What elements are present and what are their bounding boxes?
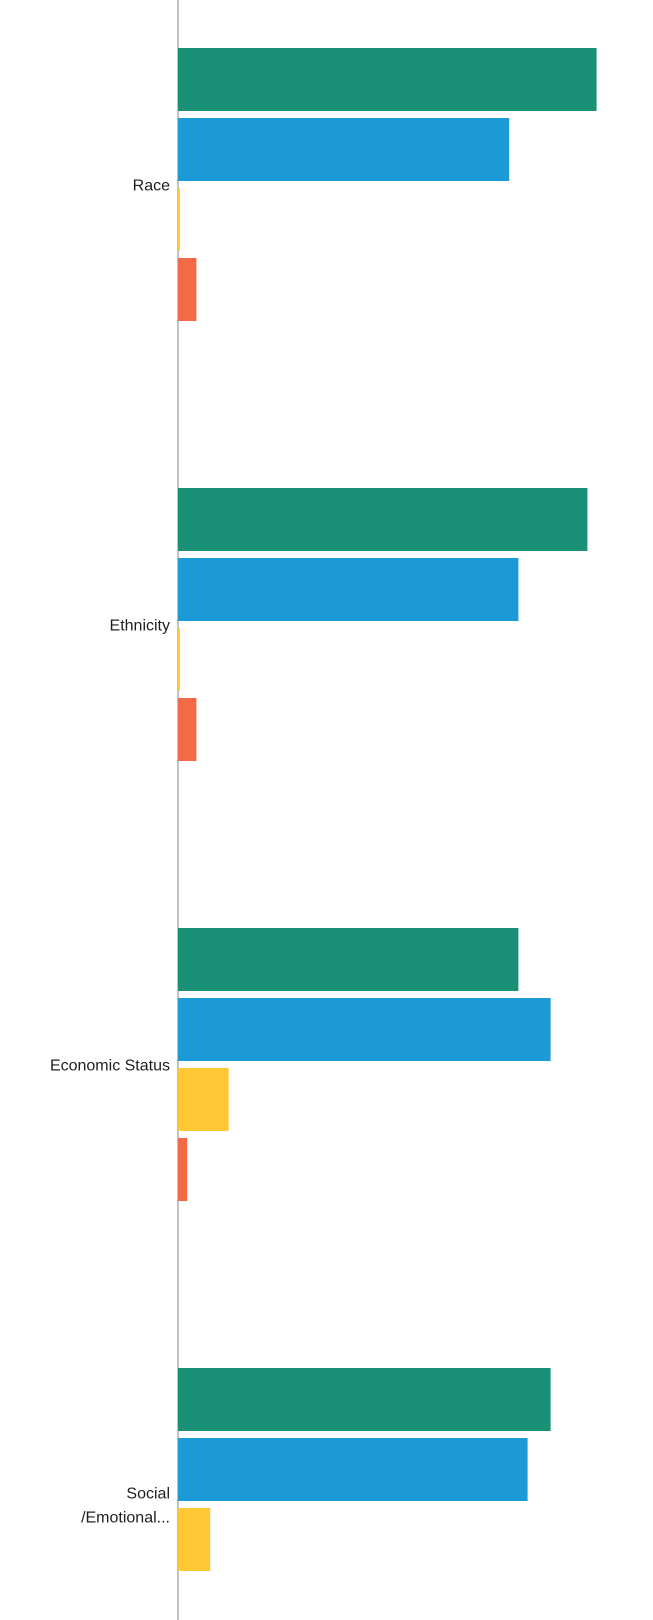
bar-1-series-3 xyxy=(178,698,197,761)
category-label-2: Economic Status xyxy=(50,1058,170,1075)
bar-1-series-2 xyxy=(178,628,180,691)
bar-0-series-0 xyxy=(178,48,597,111)
bar-2-series-1 xyxy=(178,998,551,1061)
category-label-line: /Emotional... xyxy=(81,1510,170,1527)
category-label-line: Social xyxy=(126,1486,170,1503)
bar-3-series-1 xyxy=(178,1438,528,1501)
bar-2-series-3 xyxy=(178,1138,188,1201)
bar-0-series-1 xyxy=(178,118,510,181)
bar-3-series-0 xyxy=(178,1368,551,1431)
category-label-line: Ethnicity xyxy=(110,618,170,635)
bar-2-series-0 xyxy=(178,928,519,991)
bar-1-series-1 xyxy=(178,558,519,621)
bar-0-series-3 xyxy=(178,258,197,321)
category-label-line: Race xyxy=(133,178,170,195)
category-label-0: Race xyxy=(133,178,170,195)
bar-0-series-2 xyxy=(178,188,180,251)
bar-3-series-2 xyxy=(178,1508,211,1571)
bar-1-series-0 xyxy=(178,488,588,551)
category-label-3: Social/Emotional... xyxy=(81,1486,170,1527)
bar-2-series-2 xyxy=(178,1068,229,1131)
category-label-1: Ethnicity xyxy=(110,618,170,635)
category-label-line: Economic Status xyxy=(50,1058,170,1075)
